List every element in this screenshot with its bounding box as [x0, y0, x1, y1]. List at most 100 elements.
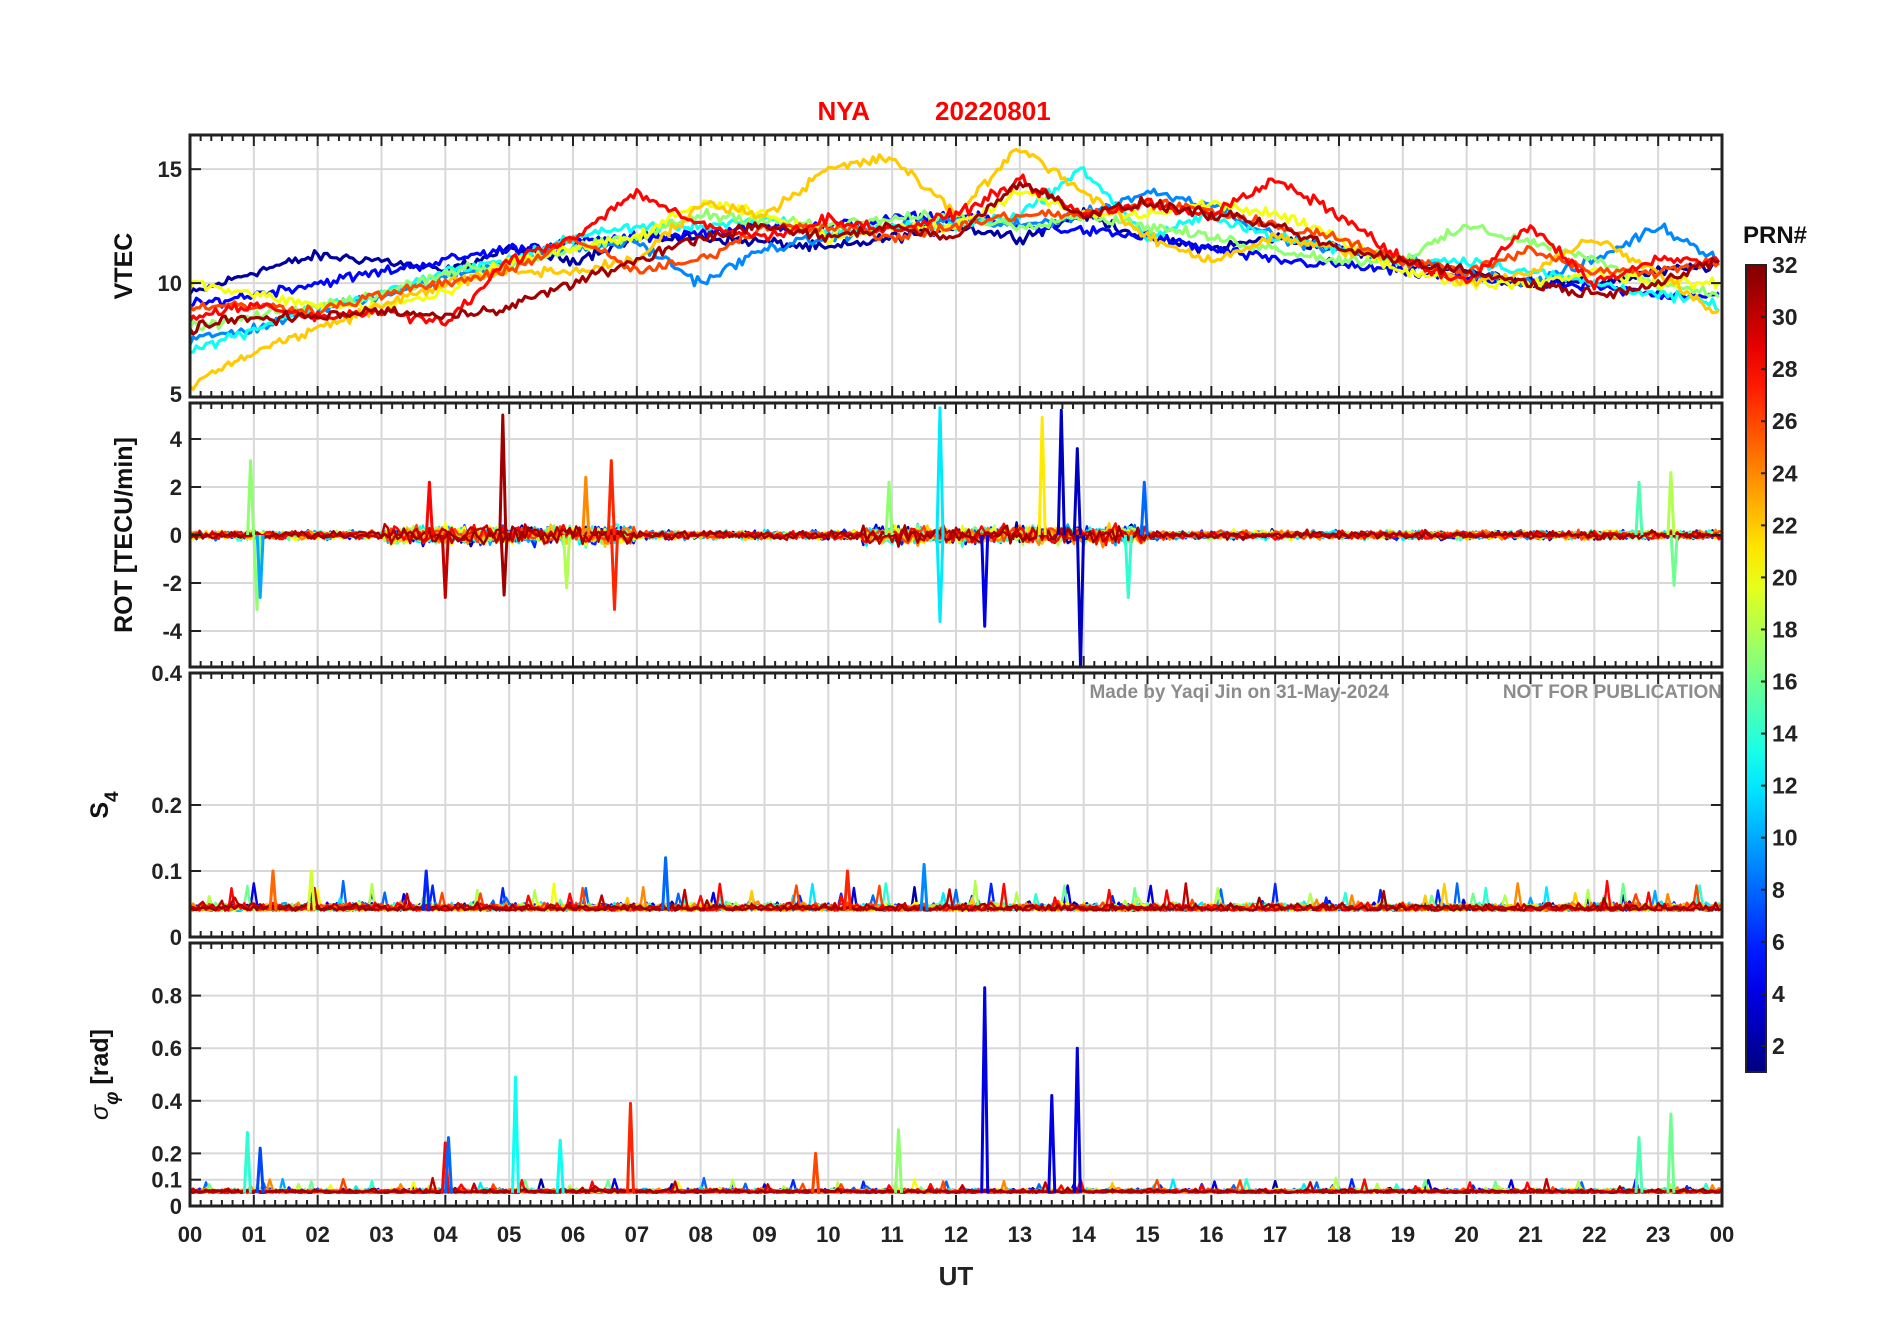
ytick-label-s4-1: 0.1 — [151, 859, 182, 884]
rot-spike-4 — [440, 534, 450, 599]
xtick-label-4: 04 — [433, 1222, 458, 1247]
sigphi-spike-2 — [1047, 1094, 1057, 1193]
plot-area-rot — [190, 406, 1722, 667]
sigphi-spike-13 — [811, 1151, 821, 1193]
s4-spike-2 — [421, 869, 431, 911]
sigphi-spike-1 — [1072, 1046, 1082, 1193]
colorbar-tick-4: 10 — [1772, 825, 1798, 851]
xtick-label-13: 13 — [1008, 1222, 1032, 1247]
colorbar-tick-3: 8 — [1772, 877, 1785, 903]
colorbar-tick-1: 4 — [1772, 981, 1785, 1007]
sigphi-spike-3 — [511, 1075, 520, 1193]
xtick-label-10: 10 — [816, 1222, 840, 1247]
colorbar-tick-8: 18 — [1772, 616, 1798, 642]
vtec-series-prn-31 — [190, 181, 1720, 336]
sigphi-spike-6 — [255, 1146, 265, 1193]
xtick-label-6: 06 — [561, 1222, 585, 1247]
ylabel-vtec: VTEC — [110, 233, 138, 300]
rot-spike-20 — [1139, 480, 1149, 536]
colorbar-tick-6: 14 — [1772, 721, 1798, 747]
sigphi-spike-11 — [894, 1128, 903, 1193]
xtick-label-24: 00 — [1710, 1222, 1734, 1247]
s4-series-prn-31 — [190, 889, 1722, 912]
s4-spike-1 — [919, 862, 929, 911]
xtick-label-20: 20 — [1454, 1222, 1478, 1247]
xtick-label-22: 22 — [1582, 1222, 1606, 1247]
ylabel-rot: ROT [TECU/min] — [110, 437, 138, 633]
colorbar-tick-14: 30 — [1772, 304, 1798, 330]
s4-spike-0 — [661, 856, 671, 911]
plot-area-sigphi — [190, 986, 1722, 1194]
rot-spike-15 — [1056, 408, 1066, 536]
ylabel-sigphi: σφ [rad] — [86, 1029, 123, 1120]
sigphi-spike-10 — [1634, 1136, 1644, 1193]
rot-spike-3 — [424, 480, 434, 536]
rot-spike-7 — [581, 475, 591, 536]
sigphi-spike-4 — [626, 1101, 635, 1193]
ytick-label-vtec-0: 10 — [158, 271, 182, 296]
rot-spike-22 — [1634, 480, 1644, 536]
xtick-label-0: 00 — [178, 1222, 202, 1247]
rot-spike-9 — [610, 534, 619, 611]
ylabel-s4: S4 — [86, 791, 123, 819]
xtick-label-7: 07 — [625, 1222, 649, 1247]
rot-spike-10 — [562, 534, 572, 590]
rot-spike-6 — [499, 534, 509, 597]
xtick-label-15: 15 — [1135, 1222, 1159, 1247]
ytick-label-sigphi-4: 0.6 — [151, 1036, 182, 1061]
sigphi-spike-12 — [555, 1138, 565, 1193]
plot-area-vtec — [190, 147, 1721, 391]
watermark-notice: NOT FOR PUBLICATION — [1503, 682, 1722, 703]
s4-spike-3 — [268, 869, 278, 911]
colorbar-tick-9: 20 — [1772, 564, 1798, 590]
xtick-label-5: 05 — [497, 1222, 521, 1247]
watermark: Made by Yaqi Jin on 31-May-2024 NOT FOR … — [1089, 682, 1722, 703]
ytick-label-sigphi-0: 0 — [170, 1194, 182, 1219]
ytick-label-sigphi-5: 0.8 — [151, 984, 182, 1009]
rot-spike-0 — [246, 459, 256, 536]
xtick-label-21: 21 — [1518, 1222, 1542, 1247]
title-date: 20220801 — [935, 96, 1051, 126]
xtick-label-18: 18 — [1327, 1222, 1351, 1247]
xtick-label-23: 23 — [1646, 1222, 1670, 1247]
colorbar-tick-10: 22 — [1772, 512, 1798, 538]
rot-spike-16 — [1072, 447, 1082, 536]
colorbar-gradient — [1745, 264, 1767, 1073]
rot-spike-17 — [1076, 534, 1085, 667]
xtick-label-14: 14 — [1071, 1222, 1096, 1247]
panel-rot: -4 -2 0 2 4 5 ROT [TECU/min] — [110, 382, 1724, 669]
sigphi-spike-9 — [1666, 1112, 1676, 1193]
ytick-label-vtec-1: 15 — [158, 157, 182, 182]
rot-spike-13 — [980, 534, 990, 628]
rot-spike-18 — [884, 480, 894, 536]
xtick-label-2: 02 — [305, 1222, 329, 1247]
rot-spike-23 — [1669, 534, 1679, 587]
panel-vtec: 10 15 VTEC — [110, 133, 1724, 399]
ytick-label-s4-0: 0 — [170, 925, 182, 950]
xtick-label-12: 12 — [944, 1222, 968, 1247]
ytick-label-sigphi-2: 0.2 — [151, 1141, 182, 1166]
rot-spike-12 — [935, 534, 945, 623]
xtick-label-1: 01 — [242, 1222, 266, 1247]
s4-spike-5 — [843, 869, 852, 911]
xtick-label-17: 17 — [1263, 1222, 1287, 1247]
ticks-s4 — [189, 672, 1723, 938]
xtick-label-9: 09 — [752, 1222, 776, 1247]
x-axis-label: UT — [939, 1261, 974, 1291]
panel-s4: 0 0.1 0.2 0.4 S4 — [86, 661, 1724, 950]
panel-sigphi: 00.10.2 0.4 0.6 0.8 σφ [rad] — [86, 941, 1724, 1219]
colorbar-tick-7: 16 — [1772, 669, 1798, 695]
title-station: NYA — [817, 96, 870, 126]
ticks-vtec — [189, 135, 1723, 397]
ytick-label-rot-1: -2 — [162, 571, 182, 596]
ytick-label-rot-3: 2 — [170, 475, 182, 500]
ticks-rot — [189, 403, 1723, 667]
rot-spike-2 — [255, 534, 265, 599]
rot-spike-8 — [606, 459, 616, 536]
ytick-label-s4-3: 0.4 — [151, 661, 182, 686]
rot-spike-21 — [1666, 471, 1676, 536]
colorbar-tick-13: 28 — [1772, 356, 1798, 382]
sigphi-spike-0 — [980, 986, 990, 1193]
